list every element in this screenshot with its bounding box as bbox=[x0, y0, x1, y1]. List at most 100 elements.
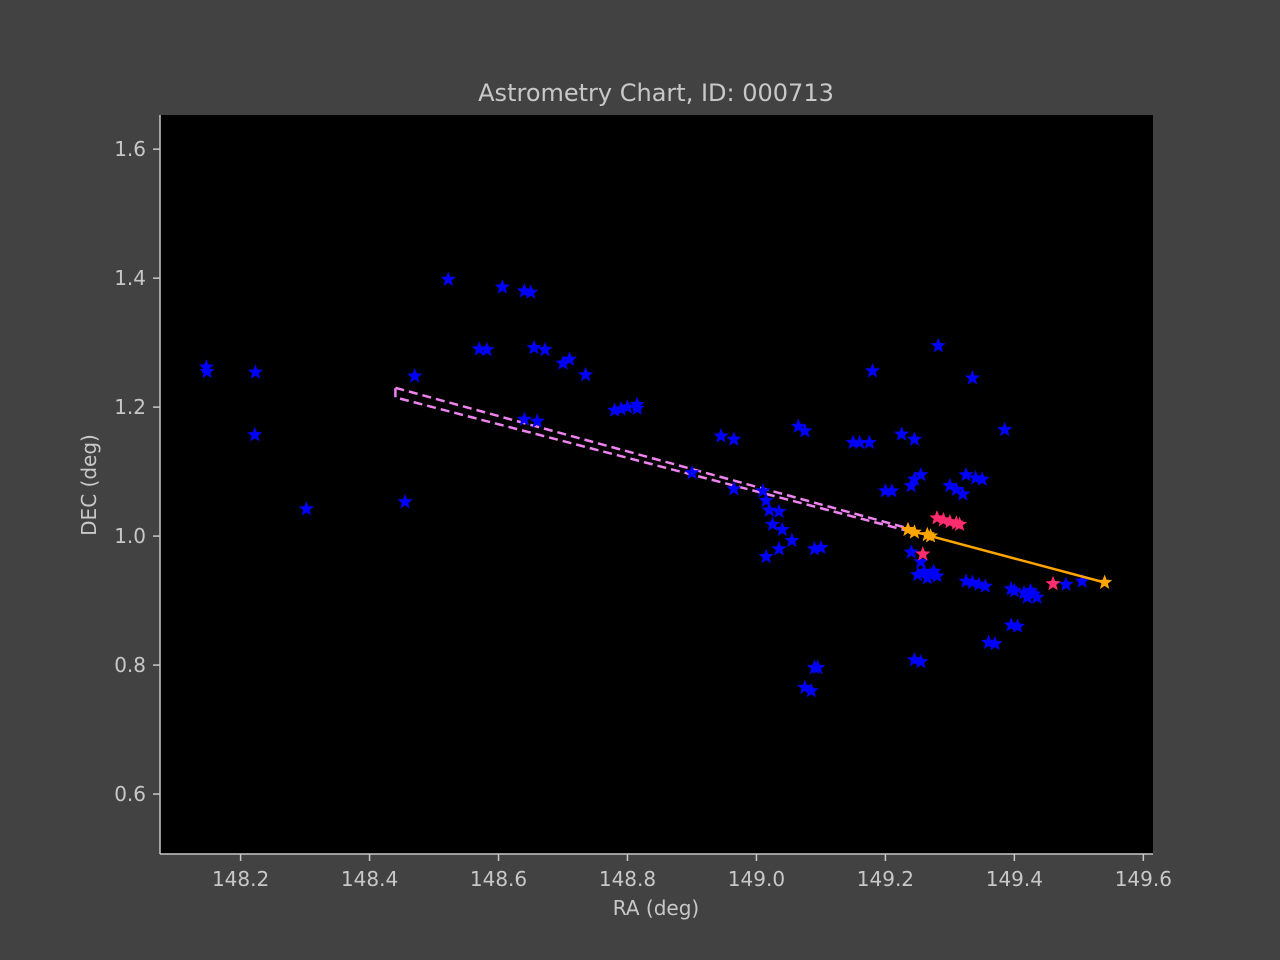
star-point bbox=[1019, 589, 1035, 604]
y-tick-label: 1.0 bbox=[114, 524, 146, 548]
track-point bbox=[1097, 574, 1113, 589]
y-axis-label: DEC (deg) bbox=[77, 434, 101, 536]
star-point bbox=[629, 400, 645, 415]
x-tick-label: 149.4 bbox=[986, 867, 1043, 891]
star-point bbox=[977, 578, 993, 593]
star-point bbox=[764, 516, 781, 531]
star-point bbox=[247, 426, 263, 442]
star-point bbox=[913, 466, 929, 482]
x-tick-label: 148.8 bbox=[599, 867, 656, 891]
star-point bbox=[806, 540, 823, 556]
star-point bbox=[906, 471, 923, 486]
y-tick-label: 1.6 bbox=[114, 137, 146, 161]
star-point bbox=[298, 501, 314, 516]
star-point bbox=[964, 370, 981, 385]
star-point bbox=[440, 271, 456, 286]
star-point bbox=[971, 576, 987, 591]
star-point bbox=[797, 422, 813, 438]
star-point bbox=[726, 431, 742, 446]
star-point bbox=[529, 413, 545, 428]
star-point bbox=[929, 568, 945, 583]
x-tick-label: 149.2 bbox=[857, 867, 914, 891]
x-ticks: 148.2 148.4 148.6 148.8 149.0 149.2 149.4 149.6 bbox=[212, 854, 1172, 891]
x-tick-label: 148.2 bbox=[212, 867, 269, 891]
star-point bbox=[884, 482, 900, 498]
star-point bbox=[526, 339, 542, 355]
star-point bbox=[771, 540, 787, 556]
y-tick-label: 1.2 bbox=[114, 395, 146, 419]
star-point bbox=[713, 428, 729, 443]
star-point bbox=[906, 431, 923, 446]
star-point bbox=[684, 464, 700, 480]
star-point bbox=[987, 635, 1003, 651]
star-point bbox=[774, 521, 790, 537]
highlight-star-point bbox=[951, 516, 968, 531]
star-point bbox=[926, 563, 942, 579]
star-point bbox=[199, 363, 215, 379]
star-point bbox=[974, 471, 990, 486]
track-point bbox=[906, 524, 923, 539]
star-point bbox=[755, 482, 771, 498]
star-point bbox=[864, 363, 881, 378]
star-point bbox=[1029, 589, 1045, 604]
star-point bbox=[537, 341, 553, 357]
star-point bbox=[784, 532, 800, 548]
y-tick-label: 1.4 bbox=[114, 266, 146, 290]
y-ticks: 0.6 0.8 1.0 1.2 1.4 1.6 bbox=[114, 137, 160, 806]
star-point bbox=[247, 364, 264, 379]
star-point bbox=[1006, 582, 1022, 598]
star-point bbox=[903, 477, 919, 493]
star-point bbox=[948, 481, 964, 497]
star-point bbox=[494, 279, 510, 294]
star-point bbox=[758, 548, 774, 564]
track-point bbox=[900, 521, 916, 537]
star-point bbox=[555, 355, 571, 370]
star-point bbox=[852, 434, 868, 450]
star-point bbox=[797, 679, 813, 695]
y-tick-label: 0.6 bbox=[114, 782, 146, 806]
star-point bbox=[1022, 582, 1039, 598]
star-point bbox=[761, 502, 777, 517]
star-point bbox=[1058, 576, 1074, 591]
star-point bbox=[997, 421, 1013, 437]
star-point bbox=[810, 659, 826, 675]
star-point bbox=[930, 337, 946, 353]
plot-marks bbox=[198, 271, 1113, 698]
x-tick-label: 148.6 bbox=[470, 867, 527, 891]
star-point bbox=[523, 284, 539, 299]
track-point bbox=[922, 528, 939, 543]
highlight-star-point bbox=[935, 511, 952, 527]
star-point bbox=[861, 434, 877, 450]
star-point bbox=[606, 402, 623, 417]
star-point bbox=[910, 566, 926, 582]
star-point bbox=[942, 477, 958, 493]
star-point bbox=[803, 682, 819, 698]
x-axis-label: RA (deg) bbox=[613, 896, 699, 920]
star-point bbox=[845, 434, 861, 450]
star-point bbox=[913, 553, 929, 569]
star-point bbox=[471, 341, 487, 356]
star-point bbox=[916, 563, 932, 579]
star-point bbox=[613, 401, 629, 416]
star-point bbox=[758, 492, 774, 508]
x-tick-label: 149.6 bbox=[1115, 867, 1172, 891]
star-point bbox=[813, 539, 829, 555]
star-point bbox=[561, 351, 578, 366]
star-point bbox=[407, 368, 423, 383]
star-point bbox=[906, 651, 923, 667]
star-point bbox=[619, 399, 636, 414]
highlight-star-point bbox=[915, 546, 931, 561]
star-point bbox=[577, 366, 594, 382]
axes-spines bbox=[159, 115, 1153, 855]
star-point bbox=[790, 418, 806, 433]
star-point bbox=[877, 482, 894, 498]
star-point bbox=[397, 493, 413, 509]
star-point bbox=[913, 653, 929, 669]
star-point bbox=[1074, 573, 1090, 588]
star-point bbox=[964, 574, 981, 589]
y-tick-label: 0.8 bbox=[114, 653, 146, 677]
star-point bbox=[479, 341, 495, 357]
x-tick-label: 149.0 bbox=[728, 867, 785, 891]
star-point bbox=[1003, 580, 1019, 596]
